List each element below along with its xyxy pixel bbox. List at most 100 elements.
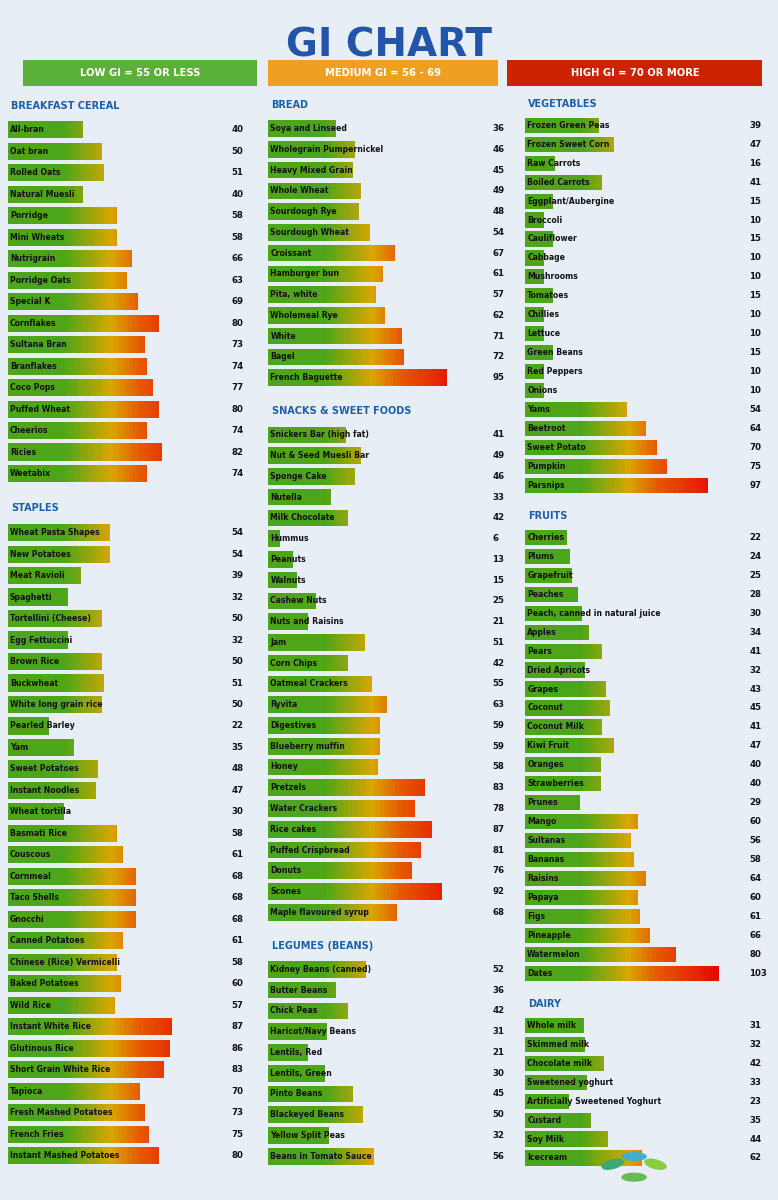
Bar xyxy=(537,458,539,474)
Bar xyxy=(584,662,586,678)
Bar xyxy=(309,841,312,858)
Bar xyxy=(126,464,128,482)
Bar xyxy=(33,631,34,649)
Bar xyxy=(637,928,640,943)
Bar xyxy=(50,954,51,971)
Bar xyxy=(55,803,56,821)
Bar xyxy=(550,776,552,791)
Bar xyxy=(121,1126,123,1142)
Bar xyxy=(546,701,548,715)
Bar xyxy=(51,954,54,971)
Bar xyxy=(326,287,328,302)
Bar xyxy=(280,1086,281,1103)
Bar xyxy=(589,852,591,868)
Bar xyxy=(541,701,542,715)
Bar xyxy=(576,606,577,620)
Bar xyxy=(527,871,529,886)
Bar xyxy=(74,250,76,268)
Bar xyxy=(73,1147,75,1164)
Bar xyxy=(530,606,531,620)
Bar xyxy=(349,265,351,282)
Bar xyxy=(34,186,36,203)
Text: Cornmeal: Cornmeal xyxy=(10,872,51,881)
Bar xyxy=(110,250,111,268)
Bar xyxy=(99,696,100,713)
Bar xyxy=(61,568,63,584)
Bar xyxy=(13,846,16,864)
Bar xyxy=(578,738,580,754)
Bar xyxy=(128,250,130,268)
Bar xyxy=(282,203,283,220)
Bar xyxy=(48,121,49,138)
Bar xyxy=(553,458,555,474)
Bar xyxy=(30,250,33,268)
Bar xyxy=(96,464,99,482)
Bar xyxy=(419,780,422,796)
Bar xyxy=(271,488,272,505)
Bar xyxy=(616,928,619,943)
Bar xyxy=(593,738,594,754)
Bar xyxy=(538,1018,539,1033)
Bar xyxy=(300,162,301,179)
Bar xyxy=(557,719,559,734)
Bar xyxy=(540,947,543,962)
Bar xyxy=(87,782,89,799)
Bar xyxy=(331,245,334,262)
Bar xyxy=(110,422,112,439)
Bar xyxy=(67,674,68,691)
Bar xyxy=(528,1075,529,1090)
Bar xyxy=(626,966,629,980)
Bar xyxy=(101,546,103,563)
Bar xyxy=(530,738,531,754)
Bar xyxy=(75,761,77,778)
Bar xyxy=(269,488,271,505)
Bar xyxy=(314,696,316,713)
Bar xyxy=(68,997,71,1014)
Bar xyxy=(328,1148,330,1164)
Bar xyxy=(547,137,548,152)
Bar xyxy=(316,696,318,713)
Bar xyxy=(622,421,624,436)
Bar xyxy=(528,606,529,620)
Bar xyxy=(634,421,636,436)
Bar xyxy=(69,568,70,584)
Bar xyxy=(57,782,58,799)
Bar xyxy=(314,120,315,137)
Bar xyxy=(14,653,16,670)
Bar xyxy=(533,1018,534,1033)
Text: 10: 10 xyxy=(749,386,761,395)
Text: Nutella: Nutella xyxy=(271,492,303,502)
Text: 80: 80 xyxy=(232,1151,244,1160)
Bar xyxy=(629,458,631,474)
Bar xyxy=(587,458,589,474)
Bar xyxy=(532,1018,533,1033)
Bar xyxy=(353,696,356,713)
Bar xyxy=(378,245,380,262)
Bar xyxy=(527,908,529,924)
Bar xyxy=(105,422,107,439)
Bar xyxy=(281,1148,282,1164)
Bar xyxy=(341,468,342,485)
Bar xyxy=(574,682,575,697)
Bar xyxy=(572,701,573,715)
Bar xyxy=(48,868,51,884)
Bar xyxy=(55,401,58,418)
Bar xyxy=(335,287,336,302)
Bar xyxy=(304,1064,305,1081)
Bar xyxy=(314,655,316,672)
Bar xyxy=(606,890,608,905)
Bar xyxy=(534,587,536,602)
Bar xyxy=(287,162,288,179)
Bar xyxy=(331,426,333,443)
Bar xyxy=(545,738,546,754)
Bar xyxy=(35,1018,38,1036)
Bar xyxy=(119,911,121,928)
Bar xyxy=(69,121,71,138)
Bar xyxy=(323,1024,324,1040)
Bar xyxy=(542,719,543,734)
Bar xyxy=(58,782,59,799)
Bar xyxy=(565,478,568,493)
Bar xyxy=(14,588,15,606)
Bar xyxy=(109,1082,111,1099)
Bar xyxy=(96,422,99,439)
